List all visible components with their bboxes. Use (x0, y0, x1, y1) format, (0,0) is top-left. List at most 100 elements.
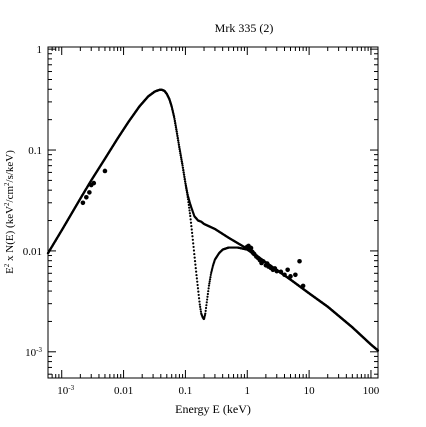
data-point (260, 258, 266, 264)
model-point (181, 164, 184, 167)
model-point (191, 238, 194, 241)
y-tick-label: 0.01 (23, 246, 42, 258)
data-point (300, 283, 306, 289)
model-point (176, 134, 179, 138)
y-tick-label: 10-3 (25, 346, 42, 359)
model-point (173, 119, 176, 123)
model-point (174, 126, 178, 129)
data-point (274, 268, 280, 274)
model-point (204, 309, 207, 313)
model-point (189, 214, 192, 218)
model-point (181, 166, 185, 169)
model-point (193, 252, 196, 256)
model-point (195, 270, 198, 273)
model-point (198, 303, 201, 306)
model-point (191, 235, 194, 238)
data-point (288, 274, 293, 279)
model-point (199, 305, 202, 308)
model-point (184, 180, 187, 183)
series-1 (46, 88, 380, 352)
model-point (208, 282, 211, 285)
model-point (197, 293, 200, 297)
model-point (199, 308, 202, 311)
model-point (206, 295, 209, 298)
data-point (80, 200, 86, 206)
model-point (190, 228, 193, 231)
model-point (173, 115, 176, 119)
data-point (278, 269, 284, 275)
x-axis-label: Energy E (keV) (175, 402, 251, 416)
model-point (204, 312, 207, 315)
model-point (206, 292, 209, 296)
model-point (193, 260, 197, 263)
model-point (178, 145, 181, 149)
y-axis-label-end: /s/keV) (4, 150, 16, 183)
data-point (102, 168, 108, 174)
model-point (196, 280, 199, 283)
model-point (175, 130, 178, 133)
model-point (195, 273, 198, 277)
model-point (203, 315, 206, 319)
model-point (183, 175, 186, 178)
model-point (185, 186, 188, 190)
model-point (205, 301, 208, 304)
model-point (177, 141, 180, 144)
model-point (180, 160, 183, 163)
model-point (178, 147, 181, 151)
x-tick-label: 10 (304, 385, 316, 397)
model-point (182, 171, 185, 174)
model-point (195, 277, 198, 280)
y-tick-label: 0.1 (28, 145, 42, 157)
x-tick-label: 0.1 (179, 385, 193, 397)
y-axis-label-cm: /cm (4, 186, 16, 203)
model-point (186, 193, 189, 196)
model-point (194, 263, 197, 266)
data-point (297, 258, 302, 264)
model-point (192, 249, 196, 252)
model-point (187, 203, 190, 206)
model-point (178, 150, 182, 153)
model-point (205, 304, 208, 307)
model-point (180, 158, 183, 161)
y-axis-label-cm-sup: 2 (3, 182, 11, 186)
x-tick-label: 1 (245, 385, 251, 397)
model-point (190, 224, 193, 228)
model-point (181, 162, 184, 165)
model-point (185, 189, 188, 192)
y-tick-labels: 10-3 0.01 0.1 1 (23, 44, 43, 359)
model-point (199, 310, 202, 313)
model-point (179, 154, 182, 157)
model-point (191, 231, 194, 234)
data-point (84, 194, 89, 200)
model-point (179, 152, 182, 155)
model-point (197, 290, 200, 293)
plot-frame (47, 46, 379, 379)
model-point (198, 300, 201, 303)
model-point (186, 195, 189, 199)
axis-ticks (47, 47, 378, 378)
x-tick-label: 10-3 (57, 384, 74, 397)
model-point (182, 173, 186, 176)
model-point (208, 278, 212, 281)
series-2 (80, 168, 306, 289)
model-point (193, 256, 196, 259)
model-point (184, 182, 187, 185)
y-axis-label-e: E (4, 267, 16, 274)
model-point (207, 290, 210, 293)
model-point (196, 283, 199, 287)
model-point (183, 178, 186, 181)
x-tick-labels: 10-3 0.01 0.1 1 10 100 (57, 384, 379, 397)
model-point (186, 198, 190, 201)
model-point (207, 287, 210, 290)
model-point (174, 124, 177, 127)
x-tick-label: 0.01 (114, 385, 133, 397)
model-point (188, 212, 191, 215)
model-point (192, 245, 195, 249)
model-point (203, 314, 207, 317)
model-point (177, 139, 180, 142)
data-point (248, 245, 254, 251)
model-point (189, 221, 193, 224)
model-point (196, 287, 200, 290)
model-point (180, 156, 183, 159)
